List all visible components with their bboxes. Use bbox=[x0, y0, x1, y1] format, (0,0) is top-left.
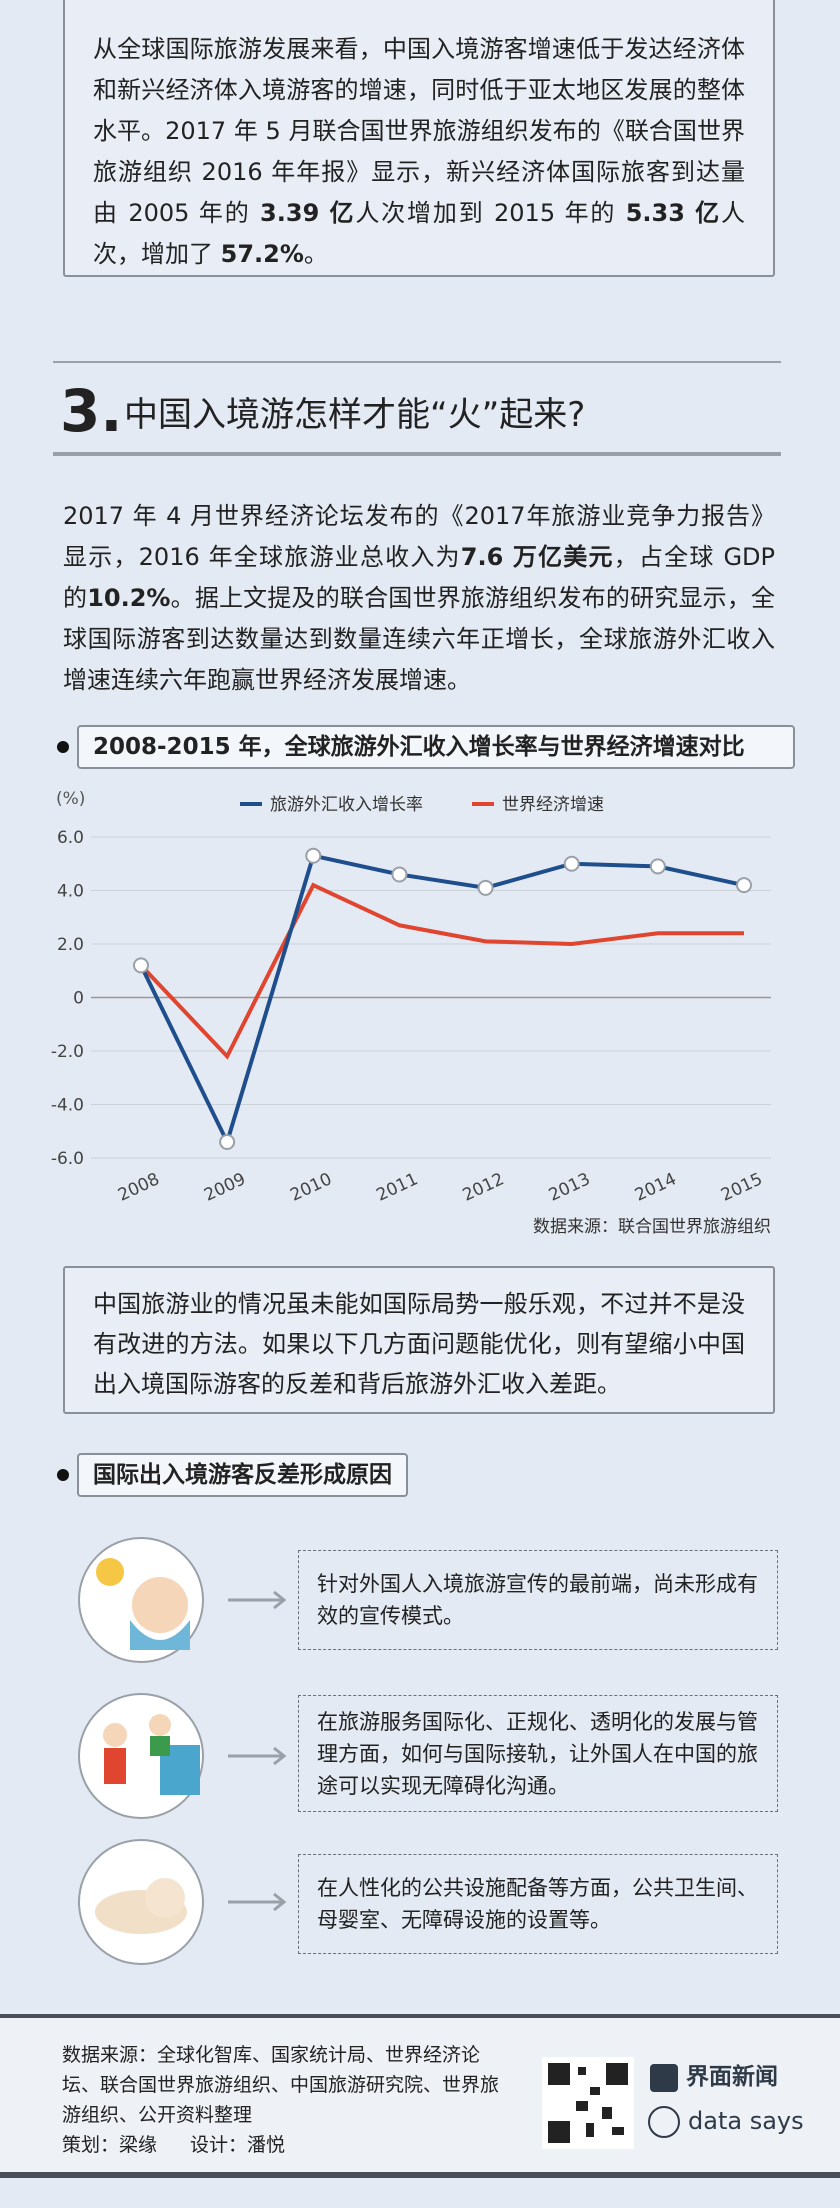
y-tick-label: -6.0 bbox=[51, 1149, 84, 1169]
footer-planner: 策划：梁缘 bbox=[62, 2134, 158, 2156]
text: 2017 年 4 月世界经济论坛发布的《2017年旅游业竞争力报告》显示，201… bbox=[63, 502, 775, 571]
chart: (%) -6.0 -4.0 -2.0 0 2.0 4.0 6.0 2008 2009 2010 201… bbox=[51, 789, 771, 1237]
arrows bbox=[228, 1590, 287, 1912]
paragraph: 2017 年 4 月世界经济论坛发布的《2017年旅游业竞争力报告》显示，201… bbox=[63, 496, 775, 701]
legend-label: 世界经济增速 bbox=[502, 795, 604, 815]
bullet bbox=[57, 1469, 69, 1481]
bold-text: 57.2% bbox=[220, 240, 304, 268]
series-line bbox=[139, 853, 745, 1148]
divider bbox=[53, 452, 781, 456]
footer-sources: 数据来源：全球化智库、国家统计局、世界经济论坛、联合国世界旅游组织、中国旅游研究… bbox=[62, 2044, 500, 2126]
footer-bg bbox=[0, 2018, 840, 2172]
y-tick-label: 0 bbox=[73, 989, 84, 1009]
section-number: 3. bbox=[60, 377, 123, 445]
y-tick-label: 2.0 bbox=[57, 935, 84, 955]
x-tick-label: 2010 bbox=[287, 1169, 335, 1205]
footer-designer: 设计：潘悦 bbox=[190, 2134, 286, 2156]
reason-item: 在人性化的公共设施配备等方面，公共卫生间、母婴室、无障碍设施的设置等。 bbox=[298, 1854, 778, 1954]
point bbox=[563, 855, 580, 872]
point bbox=[133, 957, 149, 974]
series-line bbox=[139, 882, 744, 1060]
point bbox=[649, 858, 666, 875]
chart-source: 数据来源：联合国世界旅游组织 bbox=[533, 1217, 771, 1237]
y-axis-label: (%) bbox=[56, 789, 85, 809]
y-tick-label: 4.0 bbox=[57, 882, 84, 902]
x-tick-label: 2015 bbox=[718, 1169, 766, 1205]
icon-idea bbox=[78, 1537, 204, 1663]
x-tick-label: 2011 bbox=[373, 1169, 421, 1205]
text: 人次，增加了 bbox=[93, 199, 745, 268]
bold-text: 10.2% bbox=[87, 584, 171, 612]
y-tick-label: 6.0 bbox=[57, 828, 84, 848]
brand: 界面新闻 bbox=[686, 2064, 778, 2090]
icon-baby bbox=[78, 1839, 204, 1965]
bottom-rule bbox=[0, 2172, 840, 2178]
y-tick-label: -4.0 bbox=[51, 1096, 84, 1116]
brand-icon bbox=[650, 2064, 678, 2092]
footer-rule bbox=[0, 2014, 840, 2018]
reasons-title: 国际出入境游客反差形成原因 bbox=[77, 1453, 408, 1497]
reason-item: 针对外国人入境旅游宣传的最前端，尚未形成有效的宣传模式。 bbox=[298, 1550, 778, 1650]
point bbox=[219, 1133, 236, 1150]
qr-code bbox=[542, 2057, 634, 2149]
bold-text: 5.33 亿 bbox=[625, 199, 721, 227]
x-tick-label: 2014 bbox=[632, 1169, 680, 1205]
text: 。 bbox=[303, 240, 328, 268]
icon-hotel bbox=[78, 1693, 204, 1819]
bullet bbox=[57, 741, 69, 753]
text: 人次增加到 2015 年的 bbox=[355, 199, 626, 227]
text: 。据上文提及的联合国世界旅游组织发布的研究显示，全球国际游客到达数量达到数量连续… bbox=[63, 584, 776, 694]
x-tick-label: 2012 bbox=[460, 1169, 508, 1205]
reason-item: 在旅游服务国际化、正规化、透明化的发展与管理方面，如何与国际接轨，让外国人在中国… bbox=[298, 1695, 778, 1812]
brand2-icon bbox=[648, 2106, 680, 2138]
point bbox=[736, 877, 752, 894]
brand2: data says bbox=[688, 2107, 804, 2135]
legend-label: 旅游外汇收入增长率 bbox=[270, 795, 423, 815]
bold-text: 7.6 万亿美元 bbox=[460, 543, 614, 571]
point bbox=[477, 879, 494, 896]
section-title: 中国入境游怎样才能“火”起来? bbox=[124, 395, 586, 435]
text: ，占全球 GDP 的 bbox=[63, 543, 776, 612]
point bbox=[305, 847, 322, 864]
y-tick-label: -2.0 bbox=[51, 1042, 84, 1062]
note-box: 中国旅游业的情况虽未能如国际局势一般乐观，不过并不是没有改进的方法。如果以下几方… bbox=[63, 1266, 775, 1414]
divider bbox=[53, 361, 781, 363]
intro-box: 从全球国际旅游发展来看，中国入境游客增速低于发达经济体和新兴经济体入境游客的增速… bbox=[63, 0, 775, 277]
x-tick-label: 2009 bbox=[201, 1169, 249, 1205]
bold-text: 3.39 亿 bbox=[260, 199, 356, 227]
text: 从全球国际旅游发展来看，中国入境游客增速低于发达经济体和新兴经济体入境游客的增速… bbox=[93, 35, 745, 227]
chart-title: 2008-2015 年，全球旅游外汇收入增长率与世界经济增速对比 bbox=[77, 725, 795, 769]
point bbox=[391, 866, 408, 883]
illustrations bbox=[78, 1537, 287, 1965]
x-tick-label: 2008 bbox=[115, 1169, 163, 1205]
x-tick-label: 2013 bbox=[546, 1169, 594, 1205]
